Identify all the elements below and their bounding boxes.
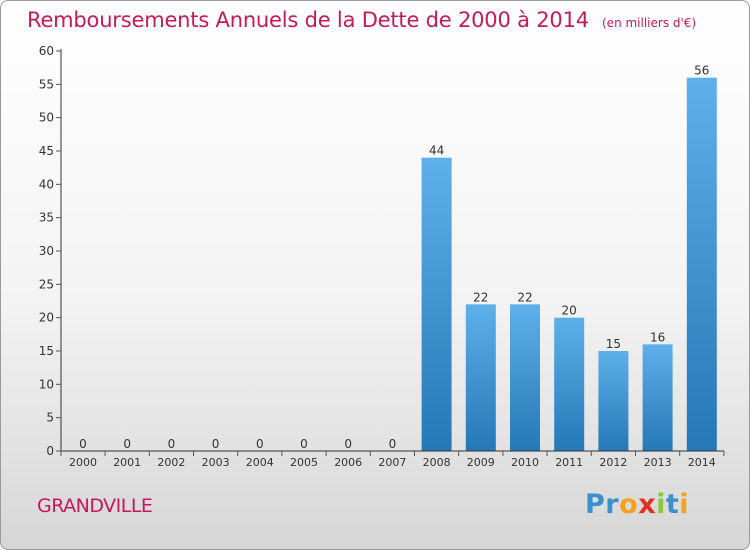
brand-letter: i (679, 489, 690, 520)
x-tick-label: 2004 (246, 456, 274, 469)
data-label-2006: 0 (344, 437, 352, 451)
title-row: Remboursements Annuels de la Dette de 20… (27, 8, 696, 32)
location-name: GRANDVILLE (37, 495, 153, 517)
data-label-2003: 0 (212, 437, 220, 451)
y-tick-label: 10 (39, 377, 54, 391)
brand-letter: t (665, 489, 680, 520)
brand-letter: i (656, 489, 666, 520)
x-tick-label: 2008 (423, 456, 451, 469)
bar-2009 (465, 304, 496, 451)
x-tick-label: 2007 (378, 456, 406, 469)
y-tick-label: 25 (39, 277, 54, 291)
chart-unit: (en milliers d'€) (602, 16, 697, 30)
x-tick-label: 2002 (157, 456, 185, 469)
bar-2014 (686, 77, 717, 452)
data-label-2009: 22 (473, 290, 488, 304)
x-tick-label: 2000 (69, 456, 97, 469)
brand-letter: o (619, 489, 639, 520)
x-tick-label: 2006 (334, 456, 362, 469)
y-tick-label: 15 (39, 344, 54, 358)
y-tick-label: 35 (39, 211, 54, 225)
bar-2012 (598, 351, 629, 451)
x-tick-label: 2014 (688, 456, 716, 469)
y-tick-label: 60 (39, 44, 54, 58)
y-tick-label: 5 (46, 411, 54, 425)
x-tick-label: 2005 (290, 456, 318, 469)
data-label-2002: 0 (168, 437, 176, 451)
bar-2011 (554, 317, 585, 451)
data-label-2005: 0 (300, 437, 308, 451)
data-label-2004: 0 (256, 437, 264, 451)
data-label-2001: 0 (123, 437, 131, 451)
y-tick-label: 40 (39, 177, 54, 191)
bars: 0 0 0 0 0 0 0 0 44 22 22 20 15 16 56 (79, 64, 717, 452)
brand-logo: Proxiti (585, 489, 689, 520)
y-tick-label: 20 (39, 311, 54, 325)
x-tick-label: 2012 (599, 456, 627, 469)
data-label-2014: 56 (694, 64, 709, 78)
data-label-2000: 0 (79, 437, 87, 451)
y-tick-label: 45 (39, 144, 54, 158)
data-label-2007: 0 (389, 437, 397, 451)
data-label-2011: 20 (562, 304, 577, 318)
brand-letter: x (638, 489, 657, 520)
x-tick-label: 2013 (644, 456, 672, 469)
y-tick-label: 55 (39, 77, 54, 91)
data-label-2012: 15 (606, 337, 621, 351)
bar-2010 (510, 304, 540, 451)
data-label-2013: 16 (650, 330, 665, 344)
bar-2008 (421, 157, 452, 451)
y-tick-label: 30 (39, 244, 54, 258)
x-axis: 2000 2001 2002 2003 2004 2005 2006 2007 2008 2009… (60, 450, 725, 469)
brand-letter: r (605, 489, 620, 520)
x-tick-label: 2001 (113, 456, 141, 469)
y-tick-label: 50 (39, 111, 54, 125)
data-label-2008: 44 (429, 144, 444, 158)
x-tick-label: 2010 (511, 456, 539, 469)
brand-letter: P (585, 489, 606, 520)
x-tick-label: 2009 (467, 456, 495, 469)
y-axis: 0 5 10 15 20 25 30 35 40 45 50 55 60 (39, 44, 62, 458)
bar-2013 (642, 344, 673, 451)
x-tick-label: 2003 (202, 456, 230, 469)
y-tick-label: 0 (46, 444, 54, 458)
data-label-2010: 22 (517, 290, 532, 304)
x-tick-label: 2011 (555, 456, 583, 469)
chart-title: Remboursements Annuels de la Dette de 20… (27, 8, 589, 32)
